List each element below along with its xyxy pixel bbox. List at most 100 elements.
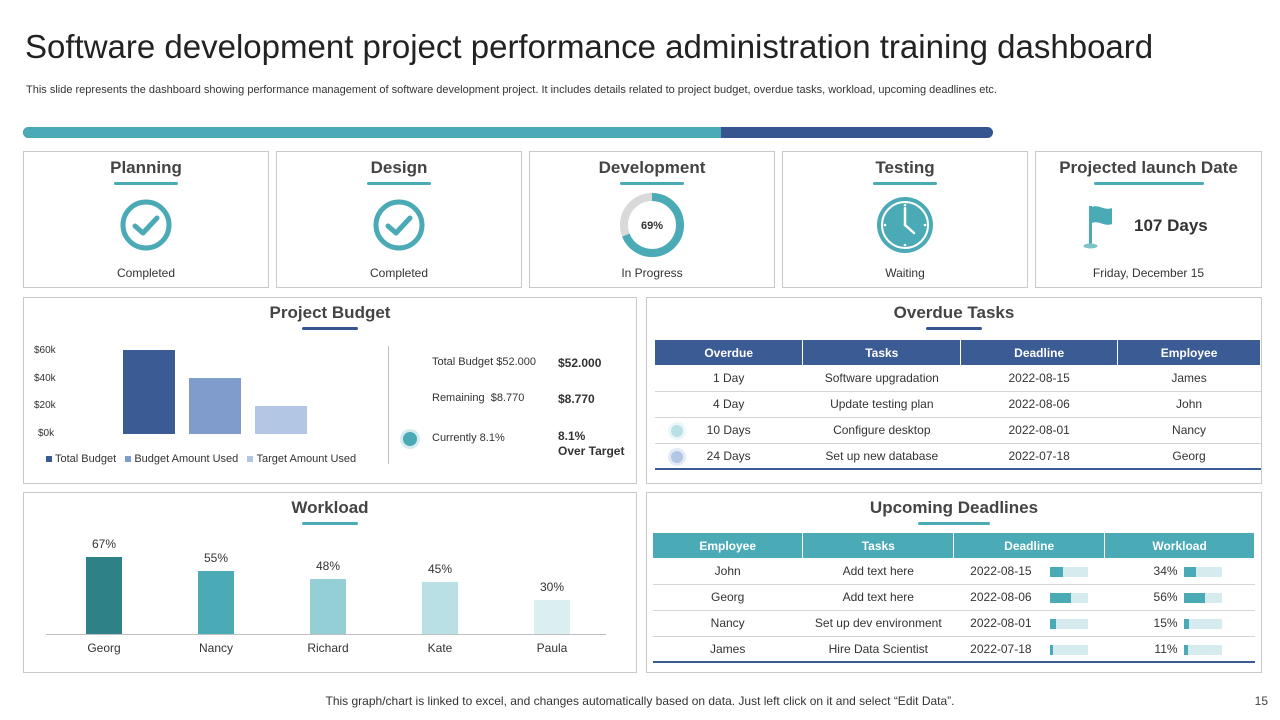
x-tick-label: Georg	[87, 641, 121, 655]
column-header: Deadline	[953, 533, 1106, 558]
x-tick-label: Paula	[536, 641, 568, 655]
cell: Nancy	[1117, 417, 1261, 444]
cell: 2022-08-15	[960, 365, 1119, 392]
data-label: 45%	[427, 562, 453, 577]
stage-status: Completed	[116, 266, 176, 280]
cell: John	[1117, 391, 1261, 418]
clock-icon	[877, 197, 933, 253]
column-header: Workload	[1104, 533, 1255, 558]
workload-bar	[310, 578, 346, 634]
data-label: 55%	[203, 550, 229, 565]
table-row: 4 Day Update testing plan 2022-08-06 Joh…	[655, 391, 1261, 418]
upcoming-table: Employee Tasks Deadline Workload John Add…	[653, 533, 1255, 663]
workload-panel: Workload 67% Georg 55% Nancy 48% Richard 45% Ka…	[23, 492, 637, 673]
status-dot-icon	[400, 429, 420, 449]
cell: 34%	[1104, 558, 1255, 585]
cell: 11%	[1104, 636, 1255, 663]
progress-ring-label: 69%	[641, 220, 663, 232]
y-tick: $0k	[38, 428, 55, 439]
deadline-text: 2022-08-15	[970, 563, 1032, 578]
cell: Configure desktop	[802, 417, 962, 444]
deadline-text: 2022-07-18	[970, 641, 1032, 656]
cell: Nancy	[653, 610, 804, 637]
budget-bar-plot	[119, 350, 319, 434]
overdue-tasks-panel: Overdue Tasks Overdue Tasks Deadline Emp…	[646, 297, 1262, 484]
footer-note: This graph/chart is linked to excel, and…	[325, 694, 955, 708]
cell: Add text here	[802, 584, 955, 611]
cell: Georg	[653, 584, 804, 611]
cell: 10 Days	[655, 417, 804, 444]
upcoming-deadlines-panel: Upcoming Deadlines Employee Tasks Deadli…	[646, 492, 1262, 673]
stage-status: Waiting	[885, 266, 925, 280]
table-row: 10 Days Configure desktop 2022-08-01 Nan…	[655, 417, 1261, 444]
table-header-row: Overdue Tasks Deadline Employee	[655, 340, 1261, 365]
y-tick: $20k	[34, 400, 56, 411]
check-circle-icon	[373, 199, 425, 251]
budget-stat-label: Total Budget $52.000	[432, 356, 536, 368]
workload-text: 15%	[1153, 616, 1178, 630]
budget-bar	[123, 350, 175, 434]
cell: 1 Day	[655, 365, 804, 392]
workload-bar-chart: 67% Georg 55% Nancy 48% Richard 45% Kate 30% Paul…	[46, 533, 608, 663]
cell: Hire Data Scientist	[802, 636, 955, 663]
column-header: Employee	[1117, 340, 1261, 365]
column-header: Employee	[653, 533, 804, 558]
stage-card-development: Development 69% In Progress	[529, 151, 775, 288]
table-header-row: Employee Tasks Deadline Workload	[653, 533, 1255, 558]
column-header: Deadline	[960, 340, 1119, 365]
progress-ring-icon: 69%	[620, 193, 684, 257]
deadline-bar	[1050, 566, 1089, 577]
cell: 2022-07-18	[953, 636, 1106, 663]
workload-bar	[1183, 618, 1222, 629]
status-dot-icon	[668, 447, 686, 466]
cell: 56%	[1104, 584, 1255, 611]
budget-stat-value: $8.770	[558, 392, 595, 406]
table-row: Georg Add text here 2022-08-06 56%	[653, 584, 1255, 611]
status-dot-icon	[668, 421, 686, 440]
cell: Set up new database	[802, 443, 962, 470]
panel-title: Upcoming Deadlines	[647, 498, 1261, 525]
workload-bar	[422, 582, 458, 634]
legend-entry: Target Amount Used	[247, 453, 356, 465]
table-row: James Hire Data Scientist 2022-07-18 11%	[653, 636, 1255, 663]
stage-title: Planning	[24, 158, 268, 185]
page-subtitle: This slide represents the dashboard show…	[26, 84, 997, 96]
panel-title: Overdue Tasks	[647, 303, 1261, 330]
stage-title: Testing	[783, 158, 1027, 185]
table-row: John Add text here 2022-08-15 34%	[653, 558, 1255, 585]
flag-icon	[1083, 206, 1112, 249]
deadline-text: 2022-08-01	[970, 616, 1032, 630]
workload-bar	[1183, 592, 1222, 603]
y-tick: $40k	[34, 373, 56, 384]
x-axis-line	[46, 634, 606, 635]
cell: Update testing plan	[802, 391, 962, 418]
legend-entry: Budget Amount Used	[125, 453, 238, 465]
x-tick-label: Richard	[307, 641, 349, 655]
workload-bar	[534, 599, 570, 634]
stage-title: Projected launch Date	[1036, 158, 1261, 185]
cell: James	[1117, 365, 1261, 392]
workload-text: 34%	[1153, 563, 1178, 578]
data-label: 48%	[315, 558, 341, 573]
budget-bar	[189, 378, 241, 434]
cell: 4 Day	[655, 391, 804, 418]
budget-stat-value: $52.000	[558, 356, 602, 370]
page-number: 15	[1254, 694, 1268, 708]
cell: 2022-07-18	[960, 443, 1119, 470]
table-row: Nancy Set up dev environment 2022-08-01 15%	[653, 610, 1255, 637]
workload-bar	[198, 570, 234, 634]
progress-ring-fill	[620, 193, 684, 257]
overall-progress-fill	[23, 127, 722, 138]
cell: 2022-08-15	[953, 558, 1106, 585]
workload-bar	[1183, 644, 1222, 655]
cell: 2022-08-01	[960, 417, 1119, 444]
divider	[388, 346, 389, 464]
stage-title: Development	[530, 158, 774, 185]
table-row: 24 Days Set up new database 2022-07-18 G…	[655, 443, 1261, 470]
column-header: Tasks	[802, 340, 962, 365]
cell: 2022-08-01	[953, 610, 1106, 637]
stage-card-design: Design Completed	[276, 151, 522, 288]
launch-date: Friday, December 15	[1092, 266, 1205, 280]
cell: John	[653, 558, 804, 585]
y-tick: $60k	[34, 345, 56, 356]
